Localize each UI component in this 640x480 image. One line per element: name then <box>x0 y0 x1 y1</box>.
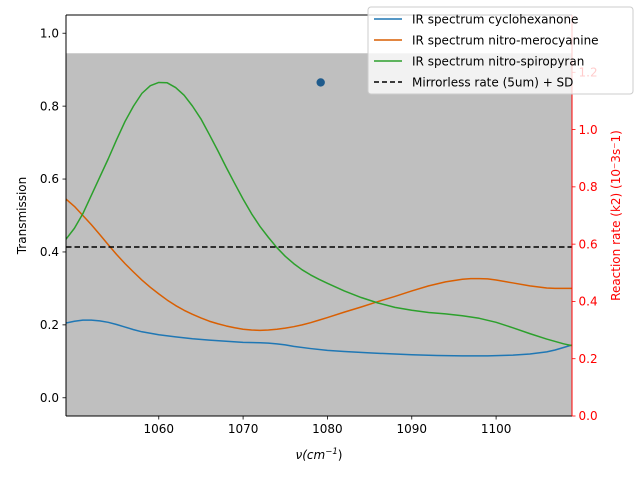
y-tick-label: 0.0 <box>40 391 59 405</box>
legend-label: IR spectrum cyclohexanone <box>412 12 578 26</box>
right-y-tick-label: 0.8 <box>579 180 598 194</box>
legend-label: Mirrorless rate (5um) + SD <box>412 75 573 89</box>
shaded-band <box>66 53 572 416</box>
x-axis-label: ν(cm−1) <box>296 447 343 462</box>
y-tick-label: 1.0 <box>40 26 59 40</box>
x-axis-label-sup: −1 <box>325 447 338 457</box>
x-tick-label: 1090 <box>396 422 427 436</box>
series-group <box>66 78 572 357</box>
x-tick-label: 1070 <box>228 422 259 436</box>
x-axis-label-base: ν(cm <box>296 448 326 462</box>
series-line-1 <box>66 198 572 332</box>
series-line-0 <box>66 319 572 357</box>
series-line-2 <box>66 81 572 347</box>
right-y-tick-label: 0.0 <box>579 409 598 423</box>
x-axis-label-end: ) <box>338 448 343 462</box>
y-tick-label: 0.8 <box>40 99 59 113</box>
right-y-tick-label: 1.0 <box>579 123 598 137</box>
right-y-tick-label: 0.6 <box>579 237 598 251</box>
legend-label: IR spectrum nitro-merocyanine <box>412 33 599 47</box>
right-y-axis-label: Reaction rate (k2) (10⁻3s⁻1) <box>609 130 623 301</box>
y-tick-label: 0.6 <box>40 172 59 186</box>
x-tick-label: 1100 <box>481 422 512 436</box>
right-y-tick-label: 0.2 <box>579 352 598 366</box>
legend-box <box>367 6 634 95</box>
x-tick-label: 1080 <box>312 422 343 436</box>
scatter-point <box>316 78 325 87</box>
y-axis-label: Transmission <box>15 177 29 256</box>
y-tick-label: 0.2 <box>40 318 59 332</box>
legend-label: IR spectrum nitro-spiropyran <box>412 54 584 68</box>
right-y-tick-label: 0.4 <box>579 295 598 309</box>
x-tick-label: 1060 <box>143 422 174 436</box>
y-tick-label: 0.4 <box>40 245 59 259</box>
